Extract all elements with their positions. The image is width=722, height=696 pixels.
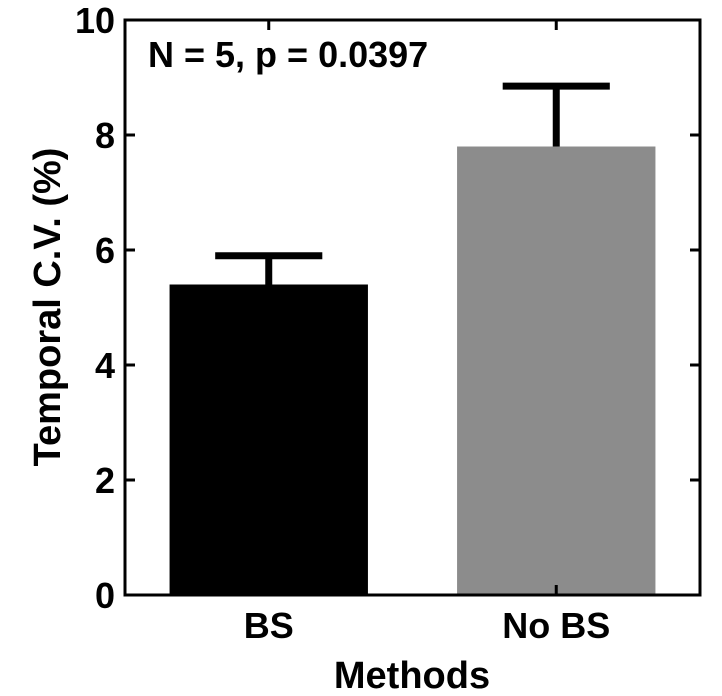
y-tick-label: 0	[95, 575, 115, 616]
x-tick-label: No BS	[502, 605, 610, 646]
y-axis-title: Temporal C.V. (%)	[27, 148, 69, 467]
bar-no-bs	[457, 146, 656, 595]
x-tick-label: BS	[244, 605, 294, 646]
y-tick-label: 8	[95, 115, 115, 156]
chart-annotation: N = 5, p = 0.0397	[148, 34, 428, 75]
x-ticks-layer: BS No BS	[244, 20, 610, 646]
y-tick-label: 6	[95, 230, 115, 271]
y-tick-label: 4	[95, 345, 115, 386]
bar-bs	[169, 284, 368, 595]
y-tick-label: 10	[75, 0, 115, 41]
y-ticks-layer: 0 2 4 6 8 10	[75, 0, 700, 616]
y-tick-label: 2	[95, 460, 115, 501]
x-axis-title: Methods	[334, 655, 490, 696]
bars-layer	[169, 146, 656, 595]
error-bars-layer	[215, 82, 610, 285]
plot-frame	[123, 18, 702, 597]
